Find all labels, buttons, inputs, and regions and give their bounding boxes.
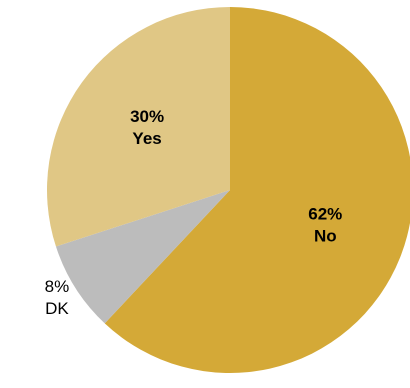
- pie-label-no: 62% No: [308, 205, 342, 246]
- pie-label-dk: 8% DK: [45, 277, 70, 318]
- pie-label-category: DK: [45, 299, 69, 318]
- pie-label-yes: 30% Yes: [130, 107, 164, 148]
- pie-slice-no: [104, 7, 410, 373]
- pie-label-percent: 62%: [308, 205, 342, 224]
- pie-slice-yes: [46, 7, 231, 247]
- pie-label-category: Yes: [132, 129, 161, 148]
- pie-label-percent: 30%: [130, 107, 164, 126]
- pie-label-category: No: [314, 227, 337, 246]
- pie-label-percent: 8%: [45, 277, 70, 296]
- pie-slice-dk: [55, 190, 230, 324]
